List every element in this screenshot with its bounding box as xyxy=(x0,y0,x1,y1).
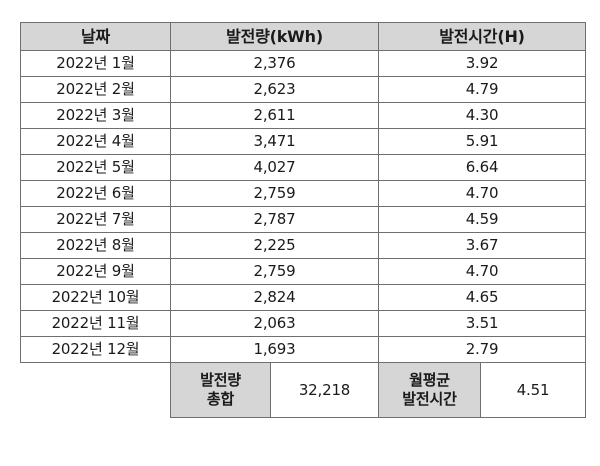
summary-blank-cell xyxy=(20,362,171,418)
generation-table: 날짜 발전량(kWh) 발전시간(H) 2022년 1월 2,376 3.92 … xyxy=(20,22,586,418)
total-generation-label: 발전량 총합 xyxy=(170,362,271,418)
avg-hours-label: 월평균 발전시간 xyxy=(378,362,481,418)
generation-column-header: 발전량(kWh) xyxy=(170,22,379,51)
table-body: 2022년 1월 2,376 3.92 2022년 2월 2,623 4.79 … xyxy=(20,50,586,363)
generation-cell: 2,063 xyxy=(170,310,379,337)
date-cell: 2022년 10월 xyxy=(20,284,171,311)
generation-cell: 3,471 xyxy=(170,128,379,155)
hours-cell: 4.59 xyxy=(378,206,586,233)
generation-cell: 2,787 xyxy=(170,206,379,233)
hours-cell: 4.70 xyxy=(378,180,586,207)
table-row: 2022년 10월 2,824 4.65 xyxy=(20,284,586,311)
date-cell: 2022년 1월 xyxy=(20,50,171,77)
hours-cell: 4.79 xyxy=(378,76,586,103)
hours-cell: 5.91 xyxy=(378,128,586,155)
generation-cell: 2,611 xyxy=(170,102,379,129)
hours-cell: 2.79 xyxy=(378,336,586,363)
date-column-header: 날짜 xyxy=(20,22,171,51)
generation-cell: 2,376 xyxy=(170,50,379,77)
date-cell: 2022년 11월 xyxy=(20,310,171,337)
date-cell: 2022년 3월 xyxy=(20,102,171,129)
avg-hours-label-line1: 월평균 xyxy=(409,371,450,389)
generation-cell: 2,759 xyxy=(170,258,379,285)
date-cell: 2022년 5월 xyxy=(20,154,171,181)
generation-cell: 4,027 xyxy=(170,154,379,181)
table-row: 2022년 12월 1,693 2.79 xyxy=(20,336,586,363)
header-row: 날짜 발전량(kWh) 발전시간(H) xyxy=(20,22,586,51)
table-row: 2022년 1월 2,376 3.92 xyxy=(20,50,586,77)
date-cell: 2022년 8월 xyxy=(20,232,171,259)
generation-cell: 2,824 xyxy=(170,284,379,311)
hours-cell: 4.30 xyxy=(378,102,586,129)
hours-cell: 4.65 xyxy=(378,284,586,311)
generation-cell: 2,225 xyxy=(170,232,379,259)
hours-cell: 3.67 xyxy=(378,232,586,259)
table-row: 2022년 6월 2,759 4.70 xyxy=(20,180,586,207)
date-cell: 2022년 2월 xyxy=(20,76,171,103)
date-cell: 2022년 6월 xyxy=(20,180,171,207)
table-row: 2022년 2월 2,623 4.79 xyxy=(20,76,586,103)
hours-cell: 3.92 xyxy=(378,50,586,77)
date-cell: 2022년 12월 xyxy=(20,336,171,363)
total-generation-label-line2: 총합 xyxy=(206,390,235,408)
avg-hours-label-line2: 발전시간 xyxy=(402,390,457,408)
date-cell: 2022년 9월 xyxy=(20,258,171,285)
hours-column-header: 발전시간(H) xyxy=(378,22,586,51)
date-cell: 2022년 4월 xyxy=(20,128,171,155)
date-cell: 2022년 7월 xyxy=(20,206,171,233)
table-row: 2022년 9월 2,759 4.70 xyxy=(20,258,586,285)
table-row: 2022년 8월 2,225 3.67 xyxy=(20,232,586,259)
generation-cell: 2,623 xyxy=(170,76,379,103)
generation-cell: 2,759 xyxy=(170,180,379,207)
table-row: 2022년 11월 2,063 3.51 xyxy=(20,310,586,337)
table-row: 2022년 5월 4,027 6.64 xyxy=(20,154,586,181)
hours-cell: 3.51 xyxy=(378,310,586,337)
hours-cell: 6.64 xyxy=(378,154,586,181)
summary-row: 발전량 총합 32,218 월평균 발전시간 4.51 xyxy=(20,362,586,418)
total-generation-value: 32,218 xyxy=(270,362,379,418)
hours-cell: 4.70 xyxy=(378,258,586,285)
table-row: 2022년 3월 2,611 4.30 xyxy=(20,102,586,129)
table-row: 2022년 7월 2,787 4.59 xyxy=(20,206,586,233)
table-row: 2022년 4월 3,471 5.91 xyxy=(20,128,586,155)
generation-cell: 1,693 xyxy=(170,336,379,363)
avg-hours-value: 4.51 xyxy=(480,362,586,418)
total-generation-label-line1: 발전량 xyxy=(200,371,241,389)
